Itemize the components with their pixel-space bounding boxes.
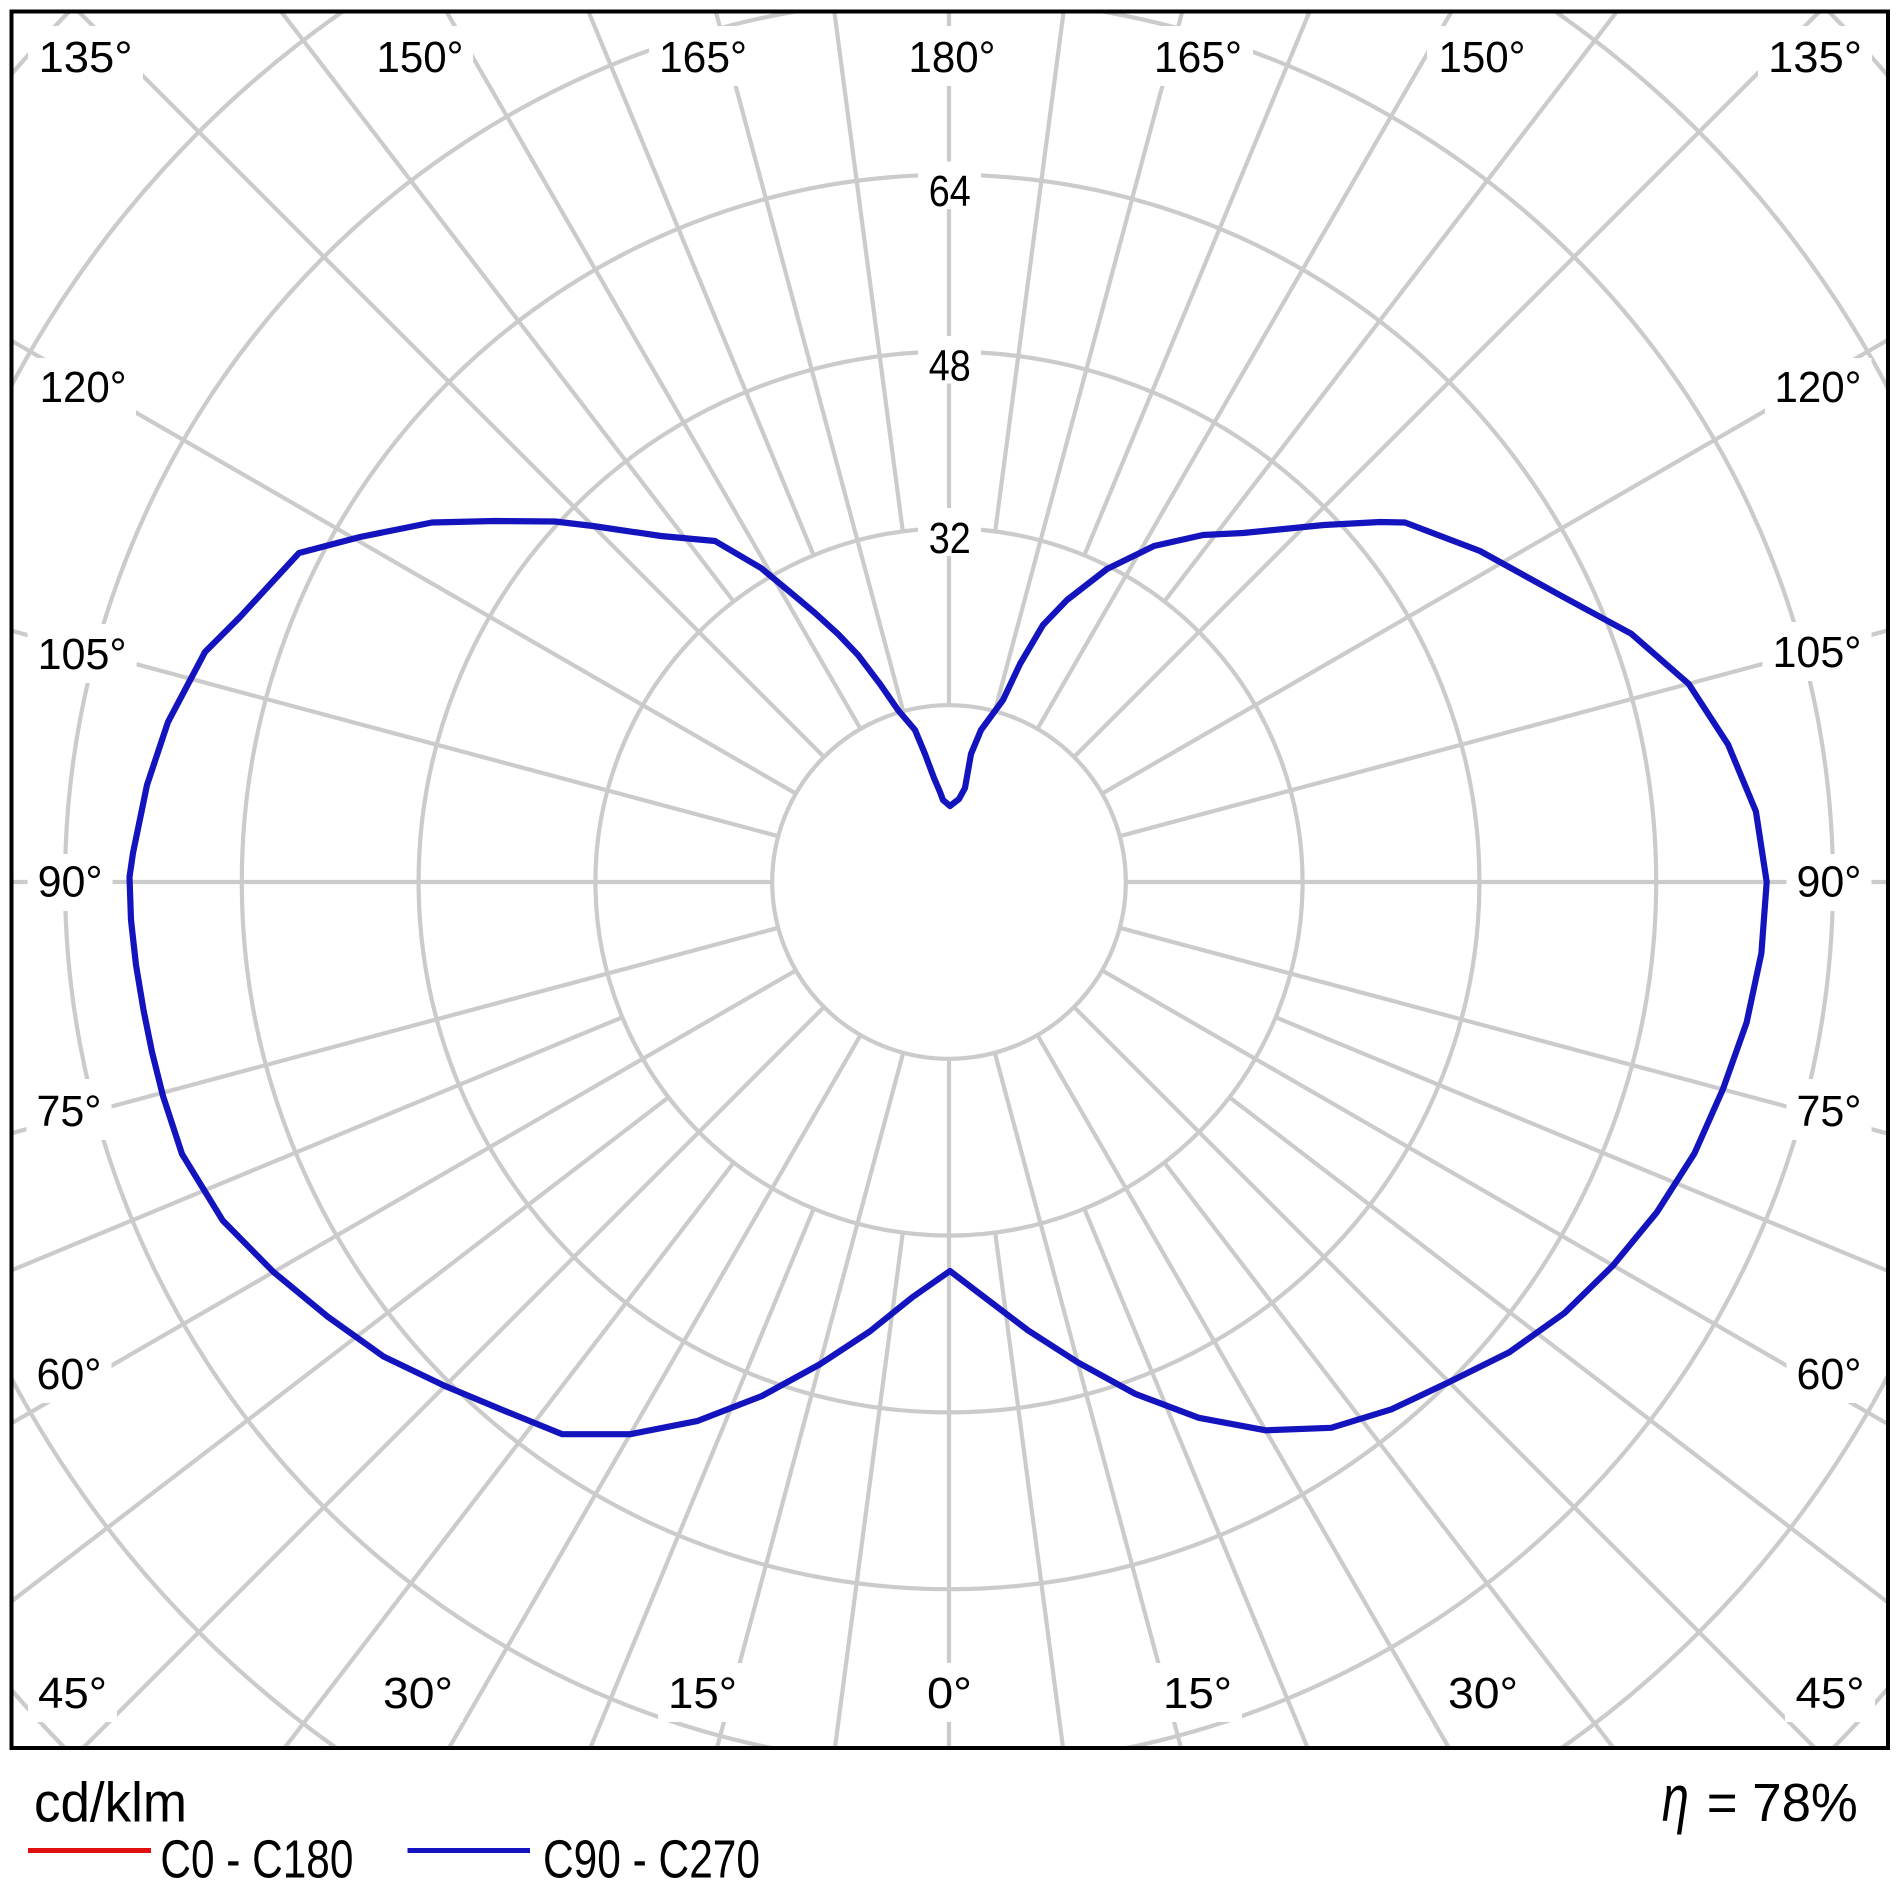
svg-text:30°: 30° [1448,1670,1518,1718]
svg-text:60°: 60° [1797,1351,1862,1399]
svg-text:C0 - C180: C0 - C180 [160,1831,353,1890]
svg-text:150°: 150° [1439,34,1526,82]
svg-text:180°: 180° [909,34,996,82]
svg-text:30°: 30° [383,1670,453,1718]
svg-text:60°: 60° [37,1351,102,1399]
svg-text:0°: 0° [927,1670,972,1718]
svg-text:150°: 150° [377,34,464,82]
svg-text:= 78%: = 78% [1707,1774,1858,1833]
svg-text:90°: 90° [38,859,103,907]
svg-text:75°: 75° [37,1088,102,1136]
svg-text:45°: 45° [38,1670,107,1718]
svg-text:105°: 105° [38,631,127,679]
svg-text:135°: 135° [1768,34,1862,82]
svg-text:η: η [1662,1761,1689,1835]
svg-text:120°: 120° [1775,364,1862,412]
svg-text:cd/klm: cd/klm [34,1771,187,1834]
svg-text:45°: 45° [1796,1670,1865,1718]
svg-text:120°: 120° [40,364,127,412]
svg-text:90°: 90° [1797,859,1862,907]
svg-text:C90 - C270: C90 - C270 [543,1831,760,1890]
svg-text:15°: 15° [668,1670,737,1718]
svg-text:64: 64 [929,168,971,216]
svg-text:32: 32 [929,515,971,563]
svg-text:48: 48 [929,342,971,390]
svg-text:165°: 165° [1154,34,1242,82]
svg-text:15°: 15° [1163,1670,1232,1718]
svg-text:105°: 105° [1773,629,1862,677]
svg-text:135°: 135° [39,34,133,82]
svg-text:165°: 165° [659,34,747,82]
svg-text:75°: 75° [1797,1088,1862,1136]
